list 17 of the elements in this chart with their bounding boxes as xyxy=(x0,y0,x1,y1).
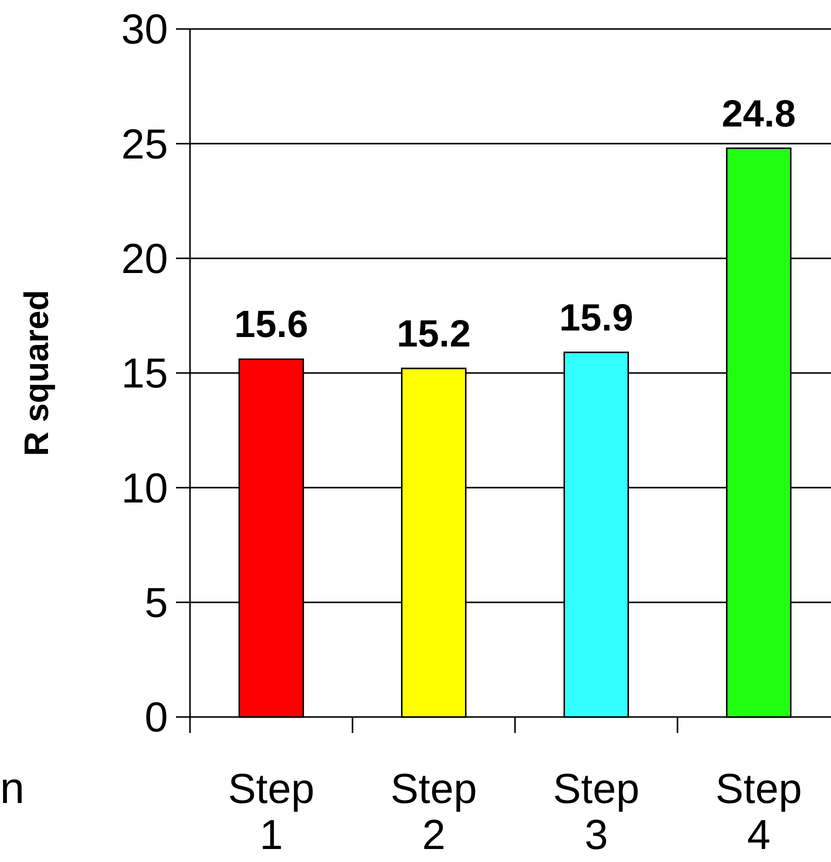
y-axis-title: R squared xyxy=(18,290,56,456)
data-label: 15.6 xyxy=(234,304,308,346)
x-tick-label: Step 3 xyxy=(553,765,640,858)
y-tick-label: 10 xyxy=(121,464,168,512)
x-tick-label: Step 4 xyxy=(716,765,802,858)
y-tick-label: 30 xyxy=(121,6,168,53)
data-label: 15.2 xyxy=(396,313,471,356)
data-label: 15.9 xyxy=(559,297,634,340)
y-tick-label: 20 xyxy=(121,235,168,282)
data-label: 24.8 xyxy=(722,93,796,136)
y-tick-label: 25 xyxy=(121,120,168,168)
y-tick-label: 0 xyxy=(144,694,168,741)
x-tick-label: Step 2 xyxy=(390,765,477,858)
text: n xyxy=(0,764,24,813)
y-tick-label: 15 xyxy=(121,350,168,397)
x-tick-label: Step 1 xyxy=(228,765,314,858)
y-tick-label: 5 xyxy=(144,579,168,626)
